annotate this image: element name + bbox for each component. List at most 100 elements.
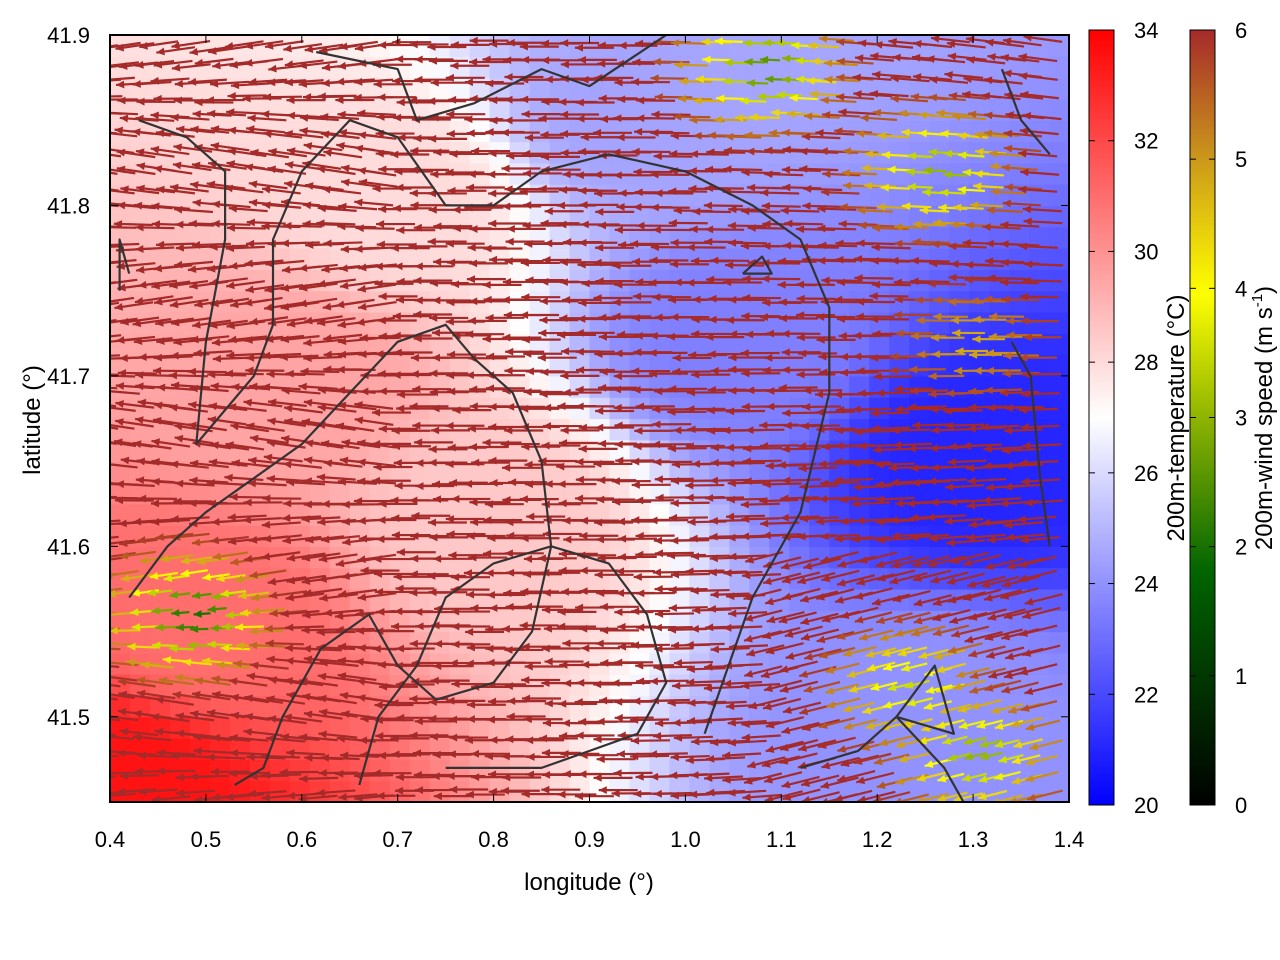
temperature-cell: [709, 77, 730, 100]
x-tick-label: 1.4: [1054, 827, 1085, 852]
temperature-cell: [409, 461, 431, 484]
temperature-cell: [709, 716, 730, 739]
temperature-cell: [709, 375, 730, 398]
temperature-cell: [169, 588, 191, 611]
temperature-cell: [629, 98, 651, 121]
temperature-cell: [889, 759, 910, 782]
temperature-cell: [989, 780, 1010, 802]
wind-vector: [169, 460, 209, 469]
temperature-cell: [609, 333, 631, 356]
wind-vector: [158, 676, 195, 686]
wind-vector: [110, 715, 139, 722]
temperature-cell: [309, 482, 331, 505]
temperature-cell: [249, 269, 271, 292]
wind-vector: [134, 295, 174, 305]
temperature-cell: [149, 716, 171, 739]
temperature-cell: [729, 461, 750, 484]
wind-vector: [116, 787, 156, 796]
temperature-cell: [489, 397, 511, 420]
temperature-cell: [110, 738, 131, 760]
wind-vector: [208, 319, 248, 329]
temperature-cell: [929, 269, 950, 292]
temperature-cell: [609, 184, 631, 207]
wind-vector: [136, 676, 174, 686]
temperature-cell: [1049, 503, 1069, 526]
wind-vector: [220, 644, 251, 653]
temperature-colorbar-label: 200m-temperature (°C): [1163, 294, 1190, 541]
wind-vector: [135, 60, 175, 69]
temperature-cell: [1029, 77, 1050, 100]
temperature-cell: [1049, 525, 1069, 547]
wind-vector: [155, 623, 177, 632]
wind-vector: [119, 727, 159, 737]
temperature-cell: [409, 567, 431, 590]
temperature-cell: [1049, 567, 1069, 590]
wind-vector: [175, 623, 195, 632]
temperature-cell: [969, 120, 990, 143]
temperature-cell: [189, 311, 211, 334]
temperature-cell: [289, 290, 311, 313]
wind-vector: [187, 77, 227, 86]
temperature-cell: [169, 503, 191, 526]
wind-vector: [211, 200, 251, 209]
wind-vector: [115, 400, 155, 409]
temperature-cell: [669, 184, 690, 207]
temperature-cell: [1029, 354, 1050, 377]
temperature-cell: [189, 546, 211, 569]
wind-vector: [171, 63, 211, 72]
temperature-cell: [569, 226, 591, 249]
temperature-cell: [229, 226, 251, 249]
temperature-cell: [849, 184, 870, 207]
temperature-cell: [869, 56, 890, 79]
temperature-cell: [869, 461, 890, 484]
temperature-cell: [649, 546, 671, 569]
temperature-cell: [909, 333, 930, 356]
temperature-cell: [1029, 546, 1050, 569]
temperature-cell: [929, 439, 950, 462]
temperature-cell: [689, 120, 710, 143]
colorbar-tick-label: 5: [1235, 147, 1247, 172]
temperature-cell: [409, 35, 431, 57]
temperature-cell: [1049, 141, 1069, 164]
temperature-cell: [709, 674, 730, 697]
wind-vector: [207, 605, 227, 614]
temperature-cell: [569, 333, 591, 356]
temperature-cell: [189, 248, 211, 270]
temperature-cell: [529, 141, 551, 164]
temperature-cell: [209, 525, 231, 547]
temperature-cell: [749, 461, 770, 484]
temperature-cell: [229, 695, 251, 718]
wind-vector: [150, 76, 190, 85]
temperature-cell: [369, 375, 391, 398]
wind-vector: [110, 111, 139, 116]
temperature-cell: [409, 311, 431, 334]
wind-vector: [206, 109, 247, 118]
wind-vector: [110, 390, 140, 395]
temperature-cell: [1029, 610, 1050, 633]
wind-vector: [216, 574, 246, 583]
wind-vector: [155, 696, 195, 706]
wind-vector: [175, 729, 215, 738]
temperature-cell: [149, 205, 171, 228]
temperature-cell: [389, 503, 411, 526]
temperature-cell: [689, 269, 710, 292]
temperature-cell: [549, 652, 571, 675]
temperature-cell: [769, 35, 790, 57]
temperature-cell: [149, 248, 171, 270]
wind-vector: [169, 298, 209, 309]
wind-vector: [225, 792, 265, 801]
temperature-cell: [529, 248, 551, 270]
temperature-cell: [469, 311, 491, 334]
temperature-cell: [709, 120, 730, 143]
wind-vector: [209, 242, 249, 251]
wind-vector: [156, 337, 196, 345]
temperature-cell: [329, 482, 351, 505]
temperature-cell: [589, 77, 611, 100]
temperature-cell: [129, 98, 151, 121]
temperature-cell: [349, 482, 371, 505]
wind-vector: [110, 496, 138, 500]
x-tick-label: 0.9: [574, 827, 605, 852]
temperature-cell: [969, 780, 990, 802]
temperature-cell: [409, 184, 431, 207]
temperature-cell: [729, 759, 750, 782]
